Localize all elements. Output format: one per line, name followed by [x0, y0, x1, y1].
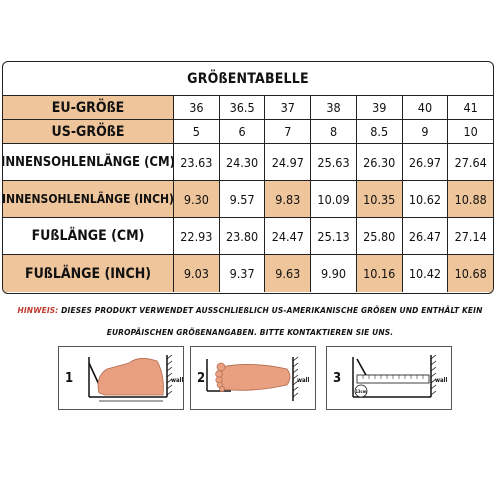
table-cell: 10.16	[356, 255, 403, 292]
table-cell: 8	[311, 120, 357, 143]
foot-top-icon	[206, 356, 299, 401]
row-label: FUßLÄNGE (INCH)	[3, 255, 174, 292]
table-cell: 9.03	[174, 255, 220, 292]
table-cell: 9.90	[311, 255, 357, 292]
table-cell: 9.83	[265, 181, 312, 217]
table-cell: 7	[265, 120, 312, 143]
size-chart-table: GRÖßENTABELLE EU-GRÖßE 36 36.5 37 38 39 …	[2, 61, 494, 294]
table-row: FUßLÄNGE (INCH) 9.03 9.37 9.63 9.90 10.1…	[3, 255, 493, 292]
table-cell: 10.88	[448, 181, 493, 217]
step-1-panel: 1 wall	[58, 346, 184, 410]
step-number: 1	[65, 371, 74, 386]
table-cell: 26.97	[403, 144, 449, 180]
table-cell: 8.5	[357, 120, 403, 143]
table-cell: 24.47	[265, 218, 312, 254]
table-cell: 37	[265, 96, 312, 119]
table-cell: 25.80	[357, 218, 403, 254]
table-cell: 10.35	[356, 181, 403, 217]
table-cell: 25.13	[311, 218, 357, 254]
table-cell: 9.30	[174, 181, 220, 217]
row-label: INNENSOHLENLÄNGE (INCH)	[3, 181, 174, 217]
table-cell: 40	[403, 96, 449, 119]
hint-line-2: EUROPÄISCHEN GRÖßENANGABEN. BITTE KONTAK…	[106, 327, 394, 337]
table-row: INNENSOHLENLÄNGE (CM) 23.63 24.30 24.97 …	[3, 144, 493, 181]
step-number: 3	[333, 371, 342, 386]
table-cell: 6	[220, 120, 266, 143]
table-cell: 9	[403, 120, 449, 143]
step-number: 2	[197, 371, 206, 386]
hint-text-1: DIESES PRODUKT VERWENDET AUSSCHLIEßLICH …	[58, 305, 483, 315]
table-cell: 36	[174, 96, 220, 119]
step-2-panel: 2 wall	[190, 346, 316, 410]
row-label: EU-GRÖßE	[3, 96, 174, 119]
table-cell: 5	[174, 120, 220, 143]
table-cell: 41	[463, 100, 478, 115]
table-title: GRÖßENTABELLE	[3, 62, 493, 96]
ruler-icon	[352, 354, 437, 398]
table-cell: 27.14	[454, 228, 487, 244]
table-cell: 24.30	[220, 144, 266, 180]
table-cell: 23.63	[174, 144, 220, 180]
foot-side-icon	[88, 354, 173, 402]
row-label: FUßLÄNGE (CM)	[3, 218, 174, 254]
step-3-panel: 3 wall 13cm	[326, 346, 452, 410]
row-label: INNENSOHLENLÄNGE (CM)	[3, 144, 175, 180]
table-cell: 27.64	[454, 154, 487, 170]
wall-label: wall	[297, 377, 310, 384]
table-cell: 10.42	[403, 255, 449, 292]
table-cell: 36.5	[220, 96, 266, 119]
table-cell: 10.09	[311, 181, 357, 217]
hint-prefix: HINWEIS:	[17, 305, 59, 315]
hint-line-1: HINWEIS: DIESES PRODUKT VERWENDET AUSSCH…	[0, 305, 500, 315]
table-cell: 26.47	[403, 218, 449, 254]
table-cell: 26.30	[357, 144, 403, 180]
table-cell: 10	[463, 124, 478, 139]
ruler-label: 13cm	[355, 389, 367, 394]
table-cell: 25.63	[311, 144, 357, 180]
table-cell: 9.57	[220, 181, 266, 217]
table-cell: 23.80	[220, 218, 266, 254]
table-row: FUßLÄNGE (CM) 22.93 23.80 24.47 25.13 25…	[3, 218, 493, 255]
table-cell: 9.63	[265, 255, 312, 292]
table-cell: 10.62	[403, 181, 449, 217]
table-cell: 10.68	[448, 255, 493, 292]
table-row: US-GRÖßE 5 6 7 8 8.5 9 10	[3, 120, 493, 144]
row-label: US-GRÖßE	[3, 120, 174, 143]
table-cell: 22.93	[174, 218, 220, 254]
table-row: INNENSOHLENLÄNGE (INCH) 9.30 9.57 9.83 1…	[3, 181, 493, 218]
table-cell: 24.97	[265, 144, 312, 180]
table-row: EU-GRÖßE 36 36.5 37 38 39 40 41	[3, 96, 493, 120]
wall-label: wall	[171, 377, 184, 384]
table-cell: 9.37	[220, 255, 266, 292]
wall-label: wall	[435, 377, 448, 384]
table-cell: 38	[311, 96, 357, 119]
table-cell: 39	[357, 96, 403, 119]
